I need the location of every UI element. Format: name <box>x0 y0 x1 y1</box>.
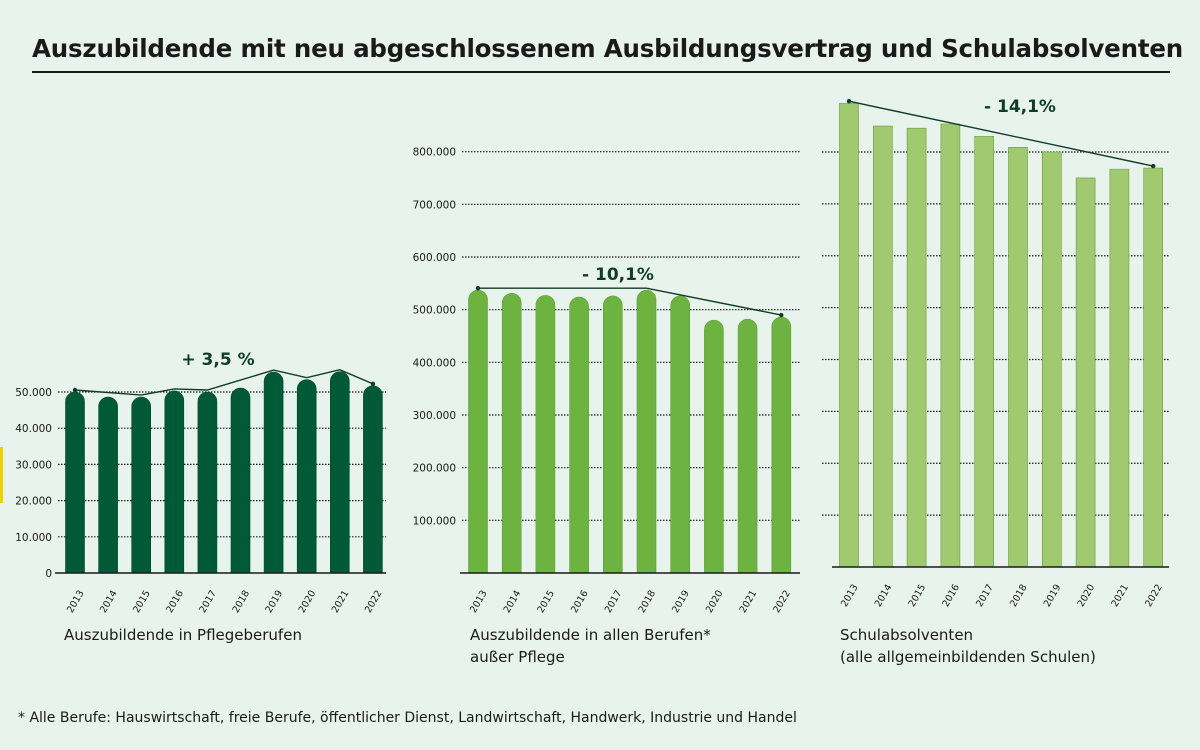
x-tick-label: 2022 <box>363 589 385 615</box>
x-tick-label: 2016 <box>164 589 186 615</box>
bar <box>468 289 488 574</box>
y-tick-label: 800.000 <box>413 147 456 159</box>
x-tick-label: 2018 <box>637 589 659 615</box>
bar <box>1075 177 1096 568</box>
bar <box>1143 167 1163 568</box>
bar <box>98 396 118 574</box>
bar <box>603 295 623 574</box>
x-tick-label: 2014 <box>98 589 120 615</box>
bar <box>839 102 859 568</box>
y-tick-label: 20.000 <box>15 496 52 508</box>
x-tick-label: 2014 <box>502 589 524 615</box>
x-tick-label: 2019 <box>264 589 286 615</box>
change-annotation: + 3,5 % <box>181 350 254 370</box>
trend-line <box>848 100 1154 167</box>
x-tick-label: 2016 <box>940 583 962 609</box>
bar <box>636 289 657 574</box>
bar <box>65 391 85 574</box>
x-tick-label: 2022 <box>1143 583 1165 609</box>
x-tick-label: 2021 <box>330 589 352 615</box>
bar <box>1008 147 1028 568</box>
x-tick-label: 2015 <box>535 589 557 615</box>
bar <box>197 391 218 574</box>
x-tick-label: 2016 <box>569 589 591 615</box>
x-tick-label: 2022 <box>771 589 793 615</box>
bar <box>263 371 284 574</box>
x-tick-label: 2013 <box>468 589 490 615</box>
change-annotation: - 14,1% <box>984 97 1056 117</box>
y-tick-label: 0 <box>45 568 52 580</box>
y-tick-label: 40.000 <box>15 423 52 435</box>
bar <box>363 385 383 574</box>
bar <box>906 127 927 568</box>
bar <box>131 396 151 574</box>
y-tick-label: 200.000 <box>413 463 456 475</box>
x-tick-label: 2015 <box>131 589 153 615</box>
x-tick-label: 2021 <box>1109 583 1131 609</box>
x-tick-label: 2017 <box>974 583 996 609</box>
bar <box>501 293 522 574</box>
trend-endpoint <box>475 285 481 291</box>
bar <box>330 371 350 574</box>
footnote: * Alle Berufe: Hauswirtschaft, freie Ber… <box>18 710 797 726</box>
bar <box>771 316 792 574</box>
y-tick-label: 10.000 <box>15 532 52 544</box>
chart-2-caption-line: außer Pflege <box>470 648 565 666</box>
bar <box>1109 168 1130 568</box>
chart-1-caption-line: Auszubildende in Pflegeberufen <box>64 626 302 644</box>
trend-endpoint <box>846 99 852 104</box>
bar <box>1042 151 1062 568</box>
chart-3-caption: Schulabsolventen (alle allgemeinbildende… <box>840 624 1096 668</box>
x-tick-label: 2019 <box>1042 583 1064 609</box>
chart-2-caption-line: Auszubildende in allen Berufen* <box>470 626 711 644</box>
bar <box>974 136 994 568</box>
y-tick-label: 50.000 <box>15 387 52 399</box>
y-tick-label: 30.000 <box>15 459 52 471</box>
bar <box>164 390 185 574</box>
x-tick-label: 2017 <box>197 589 219 615</box>
y-tick-label: 300.000 <box>413 410 456 422</box>
x-tick-label: 2018 <box>1008 583 1030 609</box>
x-tick-label: 2014 <box>873 583 895 609</box>
bar <box>940 123 961 568</box>
bar <box>569 296 589 574</box>
y-tick-label: 400.000 <box>413 357 456 369</box>
chart-2-caption: Auszubildende in allen Berufen* außer Pf… <box>470 624 711 668</box>
x-tick-label: 2013 <box>65 589 87 615</box>
chart-1-caption: Auszubildende in Pflegeberufen <box>64 624 302 646</box>
trend-line <box>74 368 374 396</box>
bar <box>296 379 317 574</box>
trend-endpoint <box>72 387 78 393</box>
trend-endpoint <box>370 381 376 387</box>
bar <box>704 319 724 574</box>
x-tick-label: 2021 <box>738 589 760 615</box>
page-title: Auszubildende mit neu abgeschlossenem Au… <box>32 34 1184 63</box>
bar <box>873 125 893 568</box>
y-tick-label: 100.000 <box>413 515 456 527</box>
x-tick-label: 2017 <box>603 589 625 615</box>
x-tick-label: 2019 <box>670 589 692 615</box>
x-tick-label: 2015 <box>907 583 929 609</box>
x-tick-label: 2018 <box>231 589 253 615</box>
y-tick-label: 600.000 <box>413 252 456 264</box>
y-tick-label: 500.000 <box>413 305 456 317</box>
y-tick-label: 700.000 <box>413 199 456 211</box>
title-divider <box>32 71 1170 73</box>
x-tick-label: 2020 <box>297 589 319 615</box>
x-tick-label: 2013 <box>839 583 861 609</box>
trend-endpoint <box>779 312 784 318</box>
chart-3-caption-line: (alle allgemeinbildenden Schulen) <box>840 648 1096 666</box>
bar <box>670 295 690 574</box>
chart-3-caption-line: Schulabsolventen <box>840 626 974 644</box>
bar <box>230 387 251 574</box>
trend-endpoint <box>1151 163 1156 169</box>
x-tick-label: 2020 <box>704 589 726 615</box>
trend-line <box>478 287 782 316</box>
bar <box>737 318 758 574</box>
x-tick-label: 2020 <box>1076 583 1098 609</box>
bar <box>535 295 556 574</box>
change-annotation: - 10,1% <box>582 265 654 285</box>
accent-bar <box>0 447 3 503</box>
